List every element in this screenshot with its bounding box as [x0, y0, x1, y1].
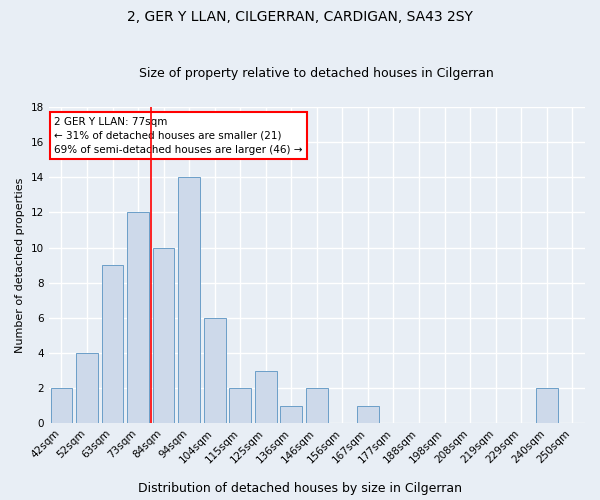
Bar — [101, 265, 124, 424]
Bar — [357, 406, 379, 423]
Text: 2, GER Y LLAN, CILGERRAN, CARDIGAN, SA43 2SY: 2, GER Y LLAN, CILGERRAN, CARDIGAN, SA43… — [127, 10, 473, 24]
Bar — [76, 353, 98, 424]
Bar — [255, 370, 277, 424]
Y-axis label: Number of detached properties: Number of detached properties — [15, 178, 25, 353]
Bar — [306, 388, 328, 424]
Bar — [50, 388, 72, 424]
Title: Size of property relative to detached houses in Cilgerran: Size of property relative to detached ho… — [139, 66, 494, 80]
Bar — [153, 248, 175, 424]
Text: Distribution of detached houses by size in Cilgerran: Distribution of detached houses by size … — [138, 482, 462, 495]
Bar — [536, 388, 557, 424]
Bar — [280, 406, 302, 423]
Bar — [178, 178, 200, 424]
Bar — [127, 212, 149, 424]
Bar — [204, 318, 226, 424]
Text: 2 GER Y LLAN: 77sqm
← 31% of detached houses are smaller (21)
69% of semi-detach: 2 GER Y LLAN: 77sqm ← 31% of detached ho… — [54, 116, 302, 154]
Bar — [229, 388, 251, 424]
